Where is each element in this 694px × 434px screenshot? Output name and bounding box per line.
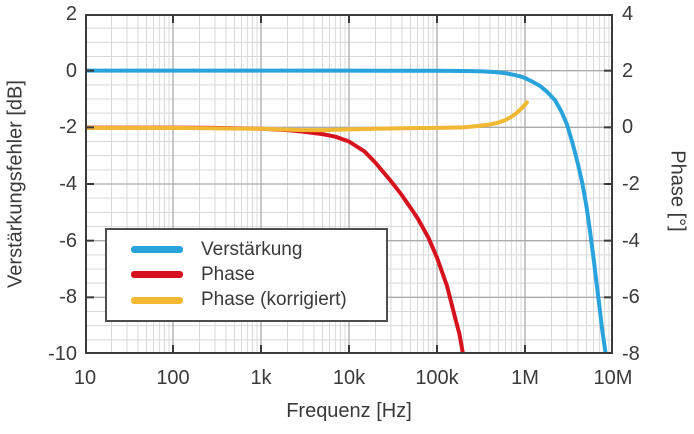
legend-label: Phase (korrigiert) bbox=[201, 289, 347, 311]
x-tick-10k: 10k bbox=[332, 367, 366, 389]
x-tick-1M: 1M bbox=[511, 367, 539, 389]
x-tick-10M: 10M bbox=[593, 367, 633, 389]
legend-label: Phase bbox=[201, 263, 255, 285]
right-tick-2: 2 bbox=[622, 60, 634, 82]
right-axis-title: Phase [°] bbox=[666, 150, 689, 232]
right-tick--2: -2 bbox=[622, 173, 640, 195]
left-tick-0: 0 bbox=[65, 60, 77, 82]
left-tick--4: -4 bbox=[59, 173, 77, 195]
right-tick--4: -4 bbox=[622, 230, 640, 252]
left-tick--8: -8 bbox=[59, 286, 77, 308]
x-tick-10: 10 bbox=[73, 367, 97, 389]
x-tick-100: 100 bbox=[156, 367, 190, 389]
legend-item-phase: Phase bbox=[131, 263, 380, 285]
left-tick--10: -10 bbox=[48, 343, 77, 365]
left-axis-title: Verstärkungsfehler [dB] bbox=[4, 80, 27, 288]
phase-corrected-line-swatch bbox=[131, 296, 183, 304]
legend-item-verstaerkung: Verstärkung bbox=[131, 238, 380, 260]
left-tick--6: -6 bbox=[59, 230, 77, 252]
phase-line-swatch bbox=[131, 271, 183, 279]
left-tick-2: 2 bbox=[65, 3, 77, 25]
right-tick-0: 0 bbox=[622, 116, 634, 138]
legend-item-phase-korrigiert: Phase (korrigiert) bbox=[131, 290, 380, 310]
x-tick-1k: 1k bbox=[250, 367, 272, 389]
right-tick--6: -6 bbox=[622, 286, 640, 308]
x-axis-title: Frequenz [Hz] bbox=[286, 400, 412, 422]
legend: Verstärkung Phase Phase (korrigiert) bbox=[105, 228, 388, 322]
gain-line-swatch bbox=[131, 246, 183, 254]
right-tick--8: -8 bbox=[622, 343, 640, 365]
x-tick-100k: 100k bbox=[415, 367, 459, 389]
left-tick--2: -2 bbox=[59, 116, 77, 138]
right-tick-4: 4 bbox=[622, 3, 634, 25]
legend-label: Verstärkung bbox=[201, 238, 303, 260]
